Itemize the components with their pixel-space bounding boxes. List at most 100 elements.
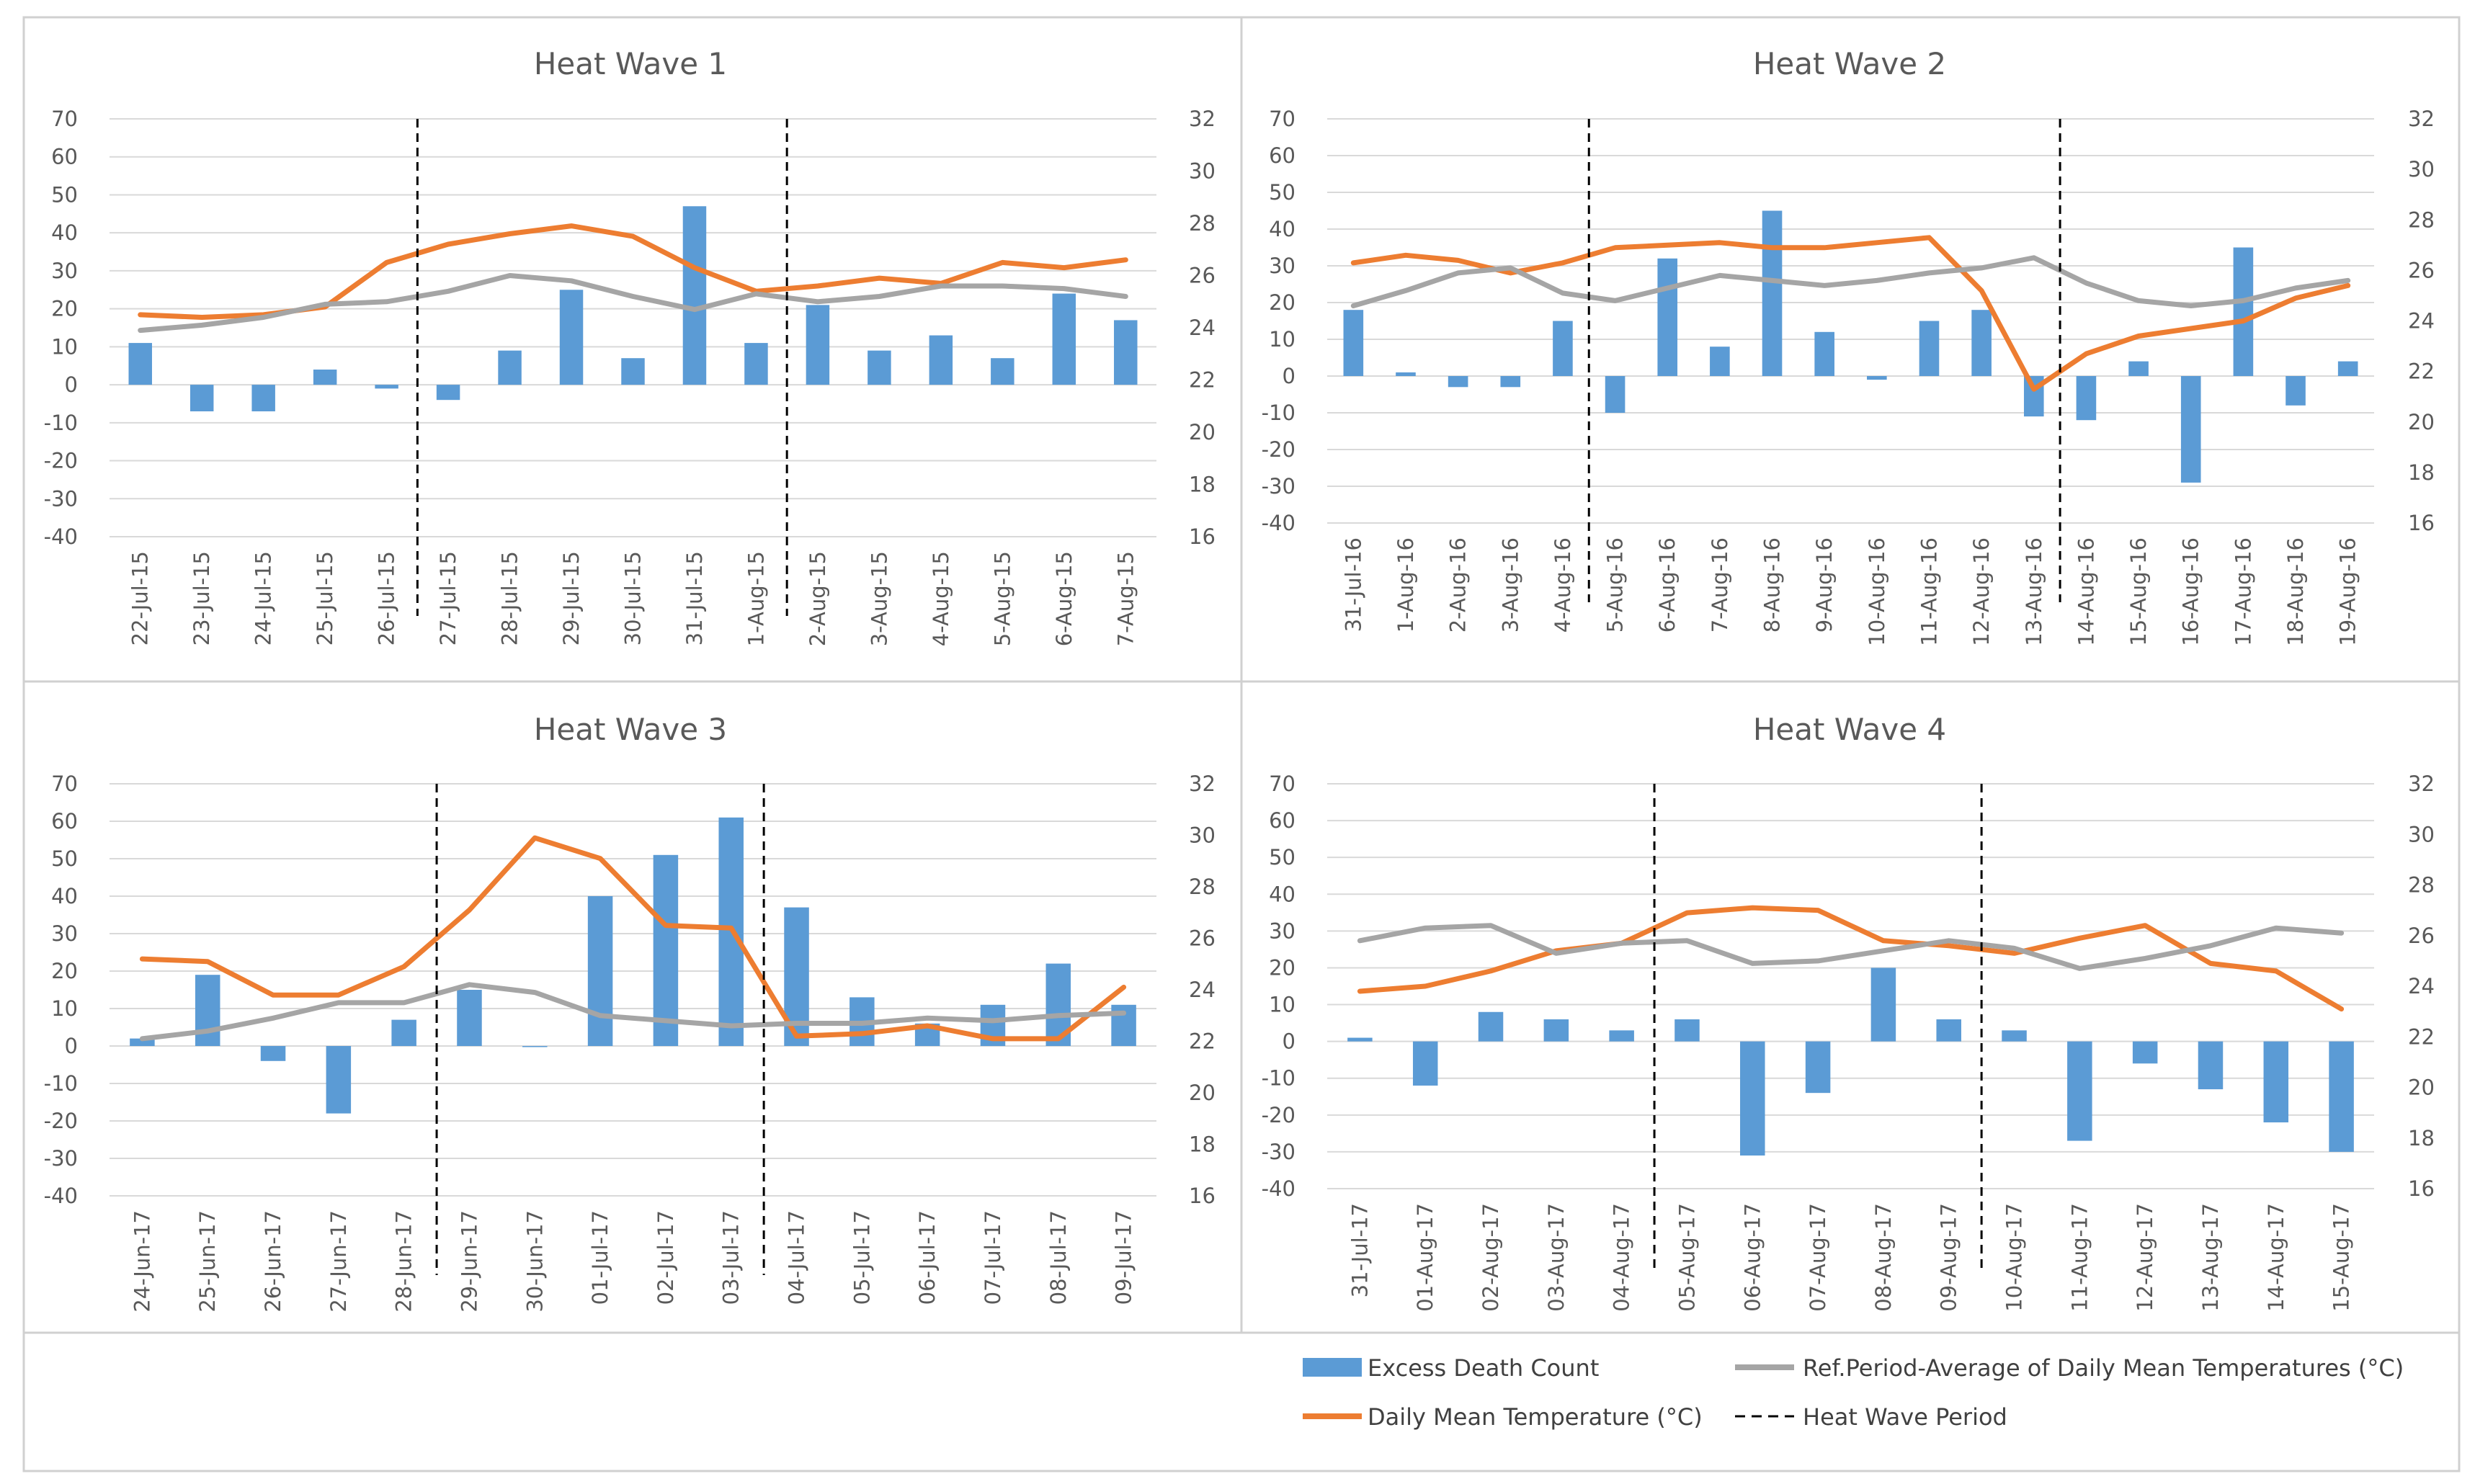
excess-death-bar xyxy=(326,1046,352,1114)
left-tick-label: 50 xyxy=(51,846,78,871)
left-tick-label: 0 xyxy=(65,1034,78,1058)
excess-death-bar xyxy=(128,343,152,385)
excess-death-bar xyxy=(457,990,482,1046)
chart-title: Heat Wave 2 xyxy=(1753,46,1946,81)
right-tick-label: 24 xyxy=(2408,309,2435,334)
category-tick-label: 16-Aug-16 xyxy=(2179,537,2203,646)
right-tick-label: 32 xyxy=(2408,772,2435,796)
left-tick-label: -30 xyxy=(44,1146,78,1171)
left-tick-label: 20 xyxy=(51,959,78,983)
excess-death-bar xyxy=(1553,321,1573,376)
category-tick-label: 09-Aug-17 xyxy=(1937,1203,1961,1312)
left-tick-label: -40 xyxy=(1262,1176,1296,1201)
left-tick-label: -30 xyxy=(1262,474,1296,499)
left-tick-label: 0 xyxy=(65,372,78,397)
daily-mean-temperature-line xyxy=(1357,905,2345,1012)
left-tick-label: 60 xyxy=(1269,143,1296,168)
left-tick-label: 70 xyxy=(51,107,78,131)
category-tick-label: 03-Aug-17 xyxy=(1544,1203,1569,1312)
reference-average-temperature-line xyxy=(1350,255,2351,308)
category-tick-label: 29-Jul-15 xyxy=(559,551,584,645)
daily-mean-temperature-line xyxy=(139,835,1127,1042)
right-tick-label: 28 xyxy=(1189,211,1216,236)
category-tick-label: 04-Jul-17 xyxy=(785,1210,809,1305)
right-tick-label: 24 xyxy=(1189,316,1216,340)
excess-death-bar xyxy=(1543,1019,1569,1042)
excess-death-bar xyxy=(1114,320,1138,385)
category-tick-label: 17-Aug-16 xyxy=(2231,537,2255,646)
legend-bar-swatch xyxy=(1303,1358,1362,1377)
excess-death-bar xyxy=(2067,1041,2092,1141)
excess-death-bar xyxy=(2337,361,2358,376)
right-tick-label: 22 xyxy=(2408,359,2435,384)
excess-death-bar xyxy=(1870,967,1896,1042)
right-tick-label: 16 xyxy=(2408,511,2435,535)
right-tick-label: 20 xyxy=(1189,420,1216,444)
excess-death-bar xyxy=(1609,1030,1634,1042)
category-tick-label: 13-Aug-16 xyxy=(2022,537,2046,646)
category-tick-label: 6-Aug-15 xyxy=(1052,551,1076,646)
left-tick-label: 10 xyxy=(1269,327,1296,352)
legend-temp-label: Daily Mean Temperature (°C) xyxy=(1368,1403,1703,1431)
category-tick-label: 01-Jul-17 xyxy=(588,1210,612,1305)
category-tick-label: 4-Aug-16 xyxy=(1551,537,1575,633)
left-tick-label: 20 xyxy=(1269,955,1296,980)
excess-death-bar xyxy=(929,335,953,385)
excess-death-bar xyxy=(1674,1019,1700,1042)
right-tick-label: 20 xyxy=(1189,1081,1216,1105)
category-tick-label: 09-Jul-17 xyxy=(1112,1210,1136,1305)
excess-death-bar xyxy=(189,385,214,411)
excess-death-bar xyxy=(436,385,460,401)
excess-death-bar xyxy=(1396,372,1416,376)
right-tick-label: 26 xyxy=(2408,258,2435,282)
excess-death-bar xyxy=(2076,376,2097,421)
chart-panel-1: Heat Wave 1 -40 -30 -20 -10 0 10 20 30 40 50 60 70 16… xyxy=(44,46,1216,646)
category-tick-label: 19-Aug-16 xyxy=(2336,537,2360,646)
excess-death-bar xyxy=(1605,376,1626,413)
excess-death-bar xyxy=(1936,1019,1961,1042)
category-tick-label: 03-Jul-17 xyxy=(719,1210,744,1305)
right-tick-label: 32 xyxy=(1189,107,1216,131)
excess-death-bar xyxy=(2128,361,2149,376)
chart-title: Heat Wave 1 xyxy=(534,46,727,81)
category-tick-label: 08-Jul-17 xyxy=(1046,1210,1071,1305)
excess-death-bar xyxy=(653,854,679,1046)
left-tick-label: -20 xyxy=(1262,437,1296,462)
left-tick-label: 50 xyxy=(1269,180,1296,205)
category-tick-label: 2-Aug-15 xyxy=(806,551,830,646)
excess-death-bar xyxy=(587,896,613,1046)
excess-death-bar xyxy=(1740,1041,1765,1156)
chart-title: Heat Wave 3 xyxy=(534,712,727,747)
left-tick-label: -10 xyxy=(44,1071,78,1096)
left-tick-label: 30 xyxy=(1269,254,1296,278)
excess-death-bar xyxy=(559,290,584,385)
right-tick-label: 16 xyxy=(2408,1176,2435,1201)
excess-death-bar xyxy=(2198,1041,2224,1090)
right-tick-label: 18 xyxy=(2408,1126,2435,1150)
right-tick-label: 28 xyxy=(2408,873,2435,898)
category-tick-label: 14-Aug-16 xyxy=(2074,537,2098,646)
category-tick-label: 26-Jun-17 xyxy=(261,1210,285,1313)
left-tick-label: -10 xyxy=(1262,1066,1296,1091)
right-tick-label: 18 xyxy=(2408,460,2435,485)
charts-group: Heat Wave 1 -40 -30 -20 -10 0 10 20 30 40 50 60 70 16… xyxy=(44,46,2435,1313)
excess-death-bar xyxy=(1867,376,1887,380)
left-tick-label: 10 xyxy=(1269,993,1296,1017)
category-tick-label: 28-Jun-17 xyxy=(392,1210,416,1313)
excess-death-bar xyxy=(375,385,398,389)
right-tick-label: 18 xyxy=(1189,1132,1216,1157)
category-tick-label: 25-Jul-15 xyxy=(313,551,337,645)
category-tick-label: 10-Aug-17 xyxy=(2002,1203,2027,1312)
category-tick-label: 5-Aug-15 xyxy=(990,551,1014,646)
left-tick-label: -40 xyxy=(1262,511,1296,535)
left-tick-label: -40 xyxy=(44,1184,78,1208)
excess-death-bar xyxy=(2233,247,2254,376)
left-tick-label: -10 xyxy=(44,411,78,435)
category-tick-label: 12-Aug-16 xyxy=(1969,537,1994,646)
right-tick-label: 32 xyxy=(2408,107,2435,131)
excess-death-bar xyxy=(1478,1011,1504,1042)
left-tick-label: 10 xyxy=(51,996,78,1021)
category-tick-label: 5-Aug-16 xyxy=(1603,537,1628,633)
category-tick-label: 18-Aug-16 xyxy=(2283,537,2308,646)
left-tick-label: 30 xyxy=(1269,918,1296,943)
